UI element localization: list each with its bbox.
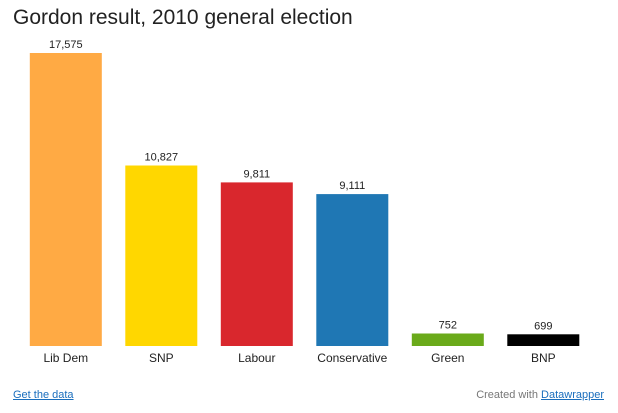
bar-lib-dem [29, 53, 102, 346]
datawrapper-link[interactable]: Datawrapper [541, 389, 604, 401]
footer-credit: Created with Datawrapper [476, 389, 604, 401]
credit-prefix: Created with [476, 389, 542, 401]
bar-chart: 17,575 Lib Dem 10,827 SNP 9,811 Labour 9,111 Co… [29, 39, 580, 365]
get-the-data-link[interactable]: Get the data [13, 389, 74, 401]
bar-conservative [316, 194, 389, 346]
bar-labour [220, 182, 293, 346]
value-label: 752 [439, 320, 457, 332]
value-label: 17,575 [49, 39, 83, 51]
category-label: BNP [531, 351, 556, 365]
category-label: Conservative [317, 351, 387, 365]
bar-green [411, 333, 484, 346]
bar-bnp [507, 334, 580, 346]
category-label: Lib Dem [43, 351, 88, 365]
category-label: SNP [149, 351, 174, 365]
value-label: 10,827 [144, 152, 178, 164]
chart-title: Gordon result, 2010 general election [13, 6, 353, 29]
bar-snp [125, 165, 198, 346]
value-label: 9,111 [339, 180, 365, 192]
category-label: Green [431, 351, 464, 365]
value-label: 699 [534, 320, 552, 332]
category-label: Labour [238, 351, 275, 365]
value-label: 9,811 [243, 168, 270, 180]
